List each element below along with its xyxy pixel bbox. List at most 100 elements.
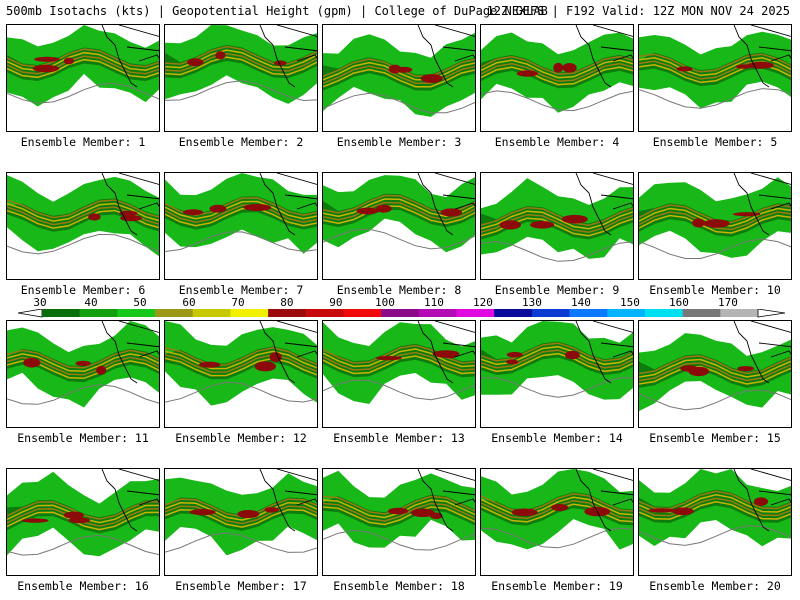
colorbar-swatch <box>42 309 80 317</box>
geopotential-height-contour <box>7 534 159 556</box>
jet-max-core <box>264 507 279 513</box>
isotach-streak <box>7 51 159 72</box>
isotach-map <box>165 469 317 556</box>
jet-max-core <box>737 366 755 372</box>
jet-core-field <box>7 47 159 81</box>
coastline-borders <box>101 321 159 384</box>
ensemble-map-panel <box>480 320 634 428</box>
colorbar-swatch <box>644 309 683 317</box>
geopotential-height-contour <box>165 231 317 253</box>
colorbar-tick-label: 160 <box>668 296 689 309</box>
colorbar-tick-label: 120 <box>472 296 493 309</box>
panel-label: Ensemble Member: 15 <box>649 431 781 445</box>
colorbar-swatch <box>117 309 156 317</box>
isotach-map <box>7 25 159 107</box>
wind-speed-field <box>323 175 475 253</box>
isotach-streak <box>165 350 317 370</box>
jet-max-core <box>703 219 730 228</box>
jet-max-core <box>22 518 49 523</box>
jet-max-core <box>269 352 282 363</box>
isotach-streak <box>639 214 791 234</box>
panel-label: Ensemble Member: 6 <box>20 283 146 297</box>
isotach-streak <box>165 347 317 366</box>
isotach-streak <box>481 206 633 226</box>
colorbar-swatch <box>155 309 194 317</box>
geopotential-height-contour <box>481 377 633 398</box>
panel-label: Ensemble Member: 4 <box>494 135 620 149</box>
jet-max-core <box>68 517 90 524</box>
colorbar-swatches <box>17 309 786 318</box>
colorbar-swatch <box>682 309 721 317</box>
geopotential-height-contour <box>323 228 475 250</box>
isotach-streak <box>481 345 633 366</box>
geopotential-height-contour <box>7 82 159 104</box>
isotach-streak <box>323 351 475 371</box>
isotach-streak <box>481 59 633 79</box>
jet-max-core <box>753 497 769 506</box>
jet-max-core <box>420 74 443 83</box>
isotach-streak <box>165 204 317 223</box>
panel-label: Ensemble Member: 9 <box>494 283 620 297</box>
isotach-map <box>481 469 633 550</box>
jet-max-core <box>254 361 276 372</box>
jet-max-core <box>562 63 577 73</box>
ensemble-map-panel <box>322 320 476 428</box>
isotach-map <box>165 173 317 254</box>
header-title: 500mb Isotachs (kts) | Geopotential Heig… <box>6 4 548 18</box>
jet-max-core <box>499 220 521 230</box>
geopotential-height-contour <box>323 92 475 114</box>
jet-max-core <box>243 204 272 211</box>
ensemble-map-panel <box>322 24 476 132</box>
isotach-streak <box>323 65 475 84</box>
jet-max-core <box>274 60 287 66</box>
ensemble-map-panel <box>322 172 476 280</box>
jet-max-core <box>375 355 402 361</box>
isotach-streak <box>639 358 791 378</box>
jet-max-core <box>747 61 774 69</box>
colorbar-swatch <box>230 309 269 317</box>
geopotential-height-contour <box>639 88 791 109</box>
ensemble-map-panel <box>322 468 476 576</box>
isotach-streak <box>481 210 633 230</box>
isotach-streak <box>165 56 317 76</box>
ensemble-map-panel <box>164 24 318 132</box>
colorbar-swatch <box>418 309 457 317</box>
ensemble-map-panel <box>638 320 792 428</box>
isotach-streak <box>165 200 317 220</box>
jet-max-core <box>561 214 588 224</box>
geopotential-height-contour <box>323 379 475 401</box>
colorbar-swatch <box>343 309 382 317</box>
jet-max-core <box>511 508 538 517</box>
panel-label: Ensemble Member: 17 <box>175 579 307 593</box>
colorbar-tick-label: 150 <box>619 296 640 309</box>
jet-max-core <box>63 511 84 519</box>
isotach-streak <box>639 501 791 520</box>
isotach-streak <box>7 349 159 369</box>
jet-max-core <box>429 512 443 520</box>
coastline-borders <box>733 173 791 236</box>
isotach-streak <box>7 55 159 75</box>
panel-label: Ensemble Member: 8 <box>336 283 462 297</box>
jet-max-core <box>88 213 101 221</box>
jet-max-core <box>209 204 227 213</box>
isotach-streak <box>165 52 317 72</box>
jet-max-core <box>32 64 60 73</box>
jet-max-core <box>565 350 580 360</box>
ensemble-map-panel <box>480 468 634 576</box>
colorbar-left-arrow <box>17 309 43 318</box>
colorbar-swatch <box>607 309 646 317</box>
jet-core-field <box>639 52 791 87</box>
geopotential-height-contour <box>165 80 317 102</box>
isotach-streak <box>639 365 791 385</box>
jet-max-core <box>356 207 379 215</box>
panel-label: Ensemble Member: 16 <box>17 579 149 593</box>
isotach-streak <box>639 355 791 375</box>
isotach-streak <box>639 211 791 231</box>
jet-max-core <box>395 66 413 73</box>
jet-max-core <box>237 510 260 518</box>
isotach-streak <box>7 202 159 222</box>
isotach-streak <box>481 66 633 86</box>
isotach-streak <box>639 497 791 517</box>
jet-max-core <box>187 58 204 67</box>
isotach-streak <box>7 353 159 373</box>
